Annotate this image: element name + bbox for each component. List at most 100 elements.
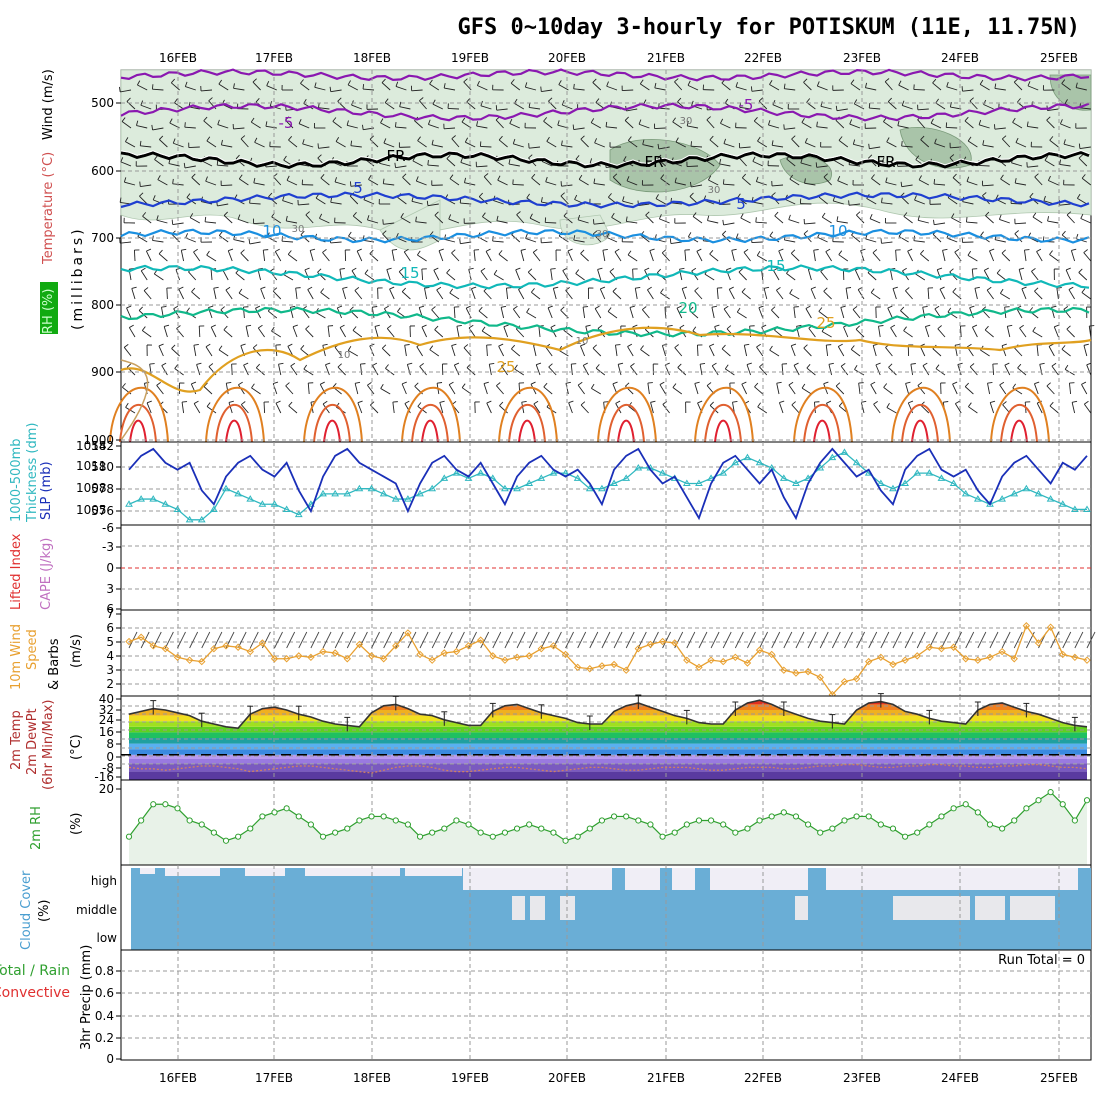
wind-barb-flag (339, 268, 345, 270)
wind-barb (332, 121, 342, 129)
wind10m-marker (768, 650, 776, 659)
wind-barb (383, 142, 395, 148)
wind-barb-flag (761, 324, 767, 328)
wind10m-marker (804, 667, 812, 676)
wind-barb-flag (370, 401, 375, 406)
wind-barb-flag (657, 154, 662, 159)
wind-barb (1011, 162, 1023, 167)
wind-barb (529, 107, 541, 110)
wind-barb-flag (840, 362, 846, 367)
wind-barb (934, 222, 946, 226)
wind-barb (708, 345, 715, 357)
wind-barb (166, 287, 168, 300)
wind-barb (1068, 289, 1075, 300)
wind-barb (512, 308, 521, 319)
rh2m-marker (319, 833, 327, 840)
wind-barb (520, 250, 525, 262)
thickness-marker (440, 474, 449, 481)
rh2m-marker (259, 813, 266, 820)
wind-barb (992, 363, 995, 376)
wind-barb (427, 164, 439, 167)
temperature-contour-40 (1010, 419, 1028, 443)
wind-barb (918, 179, 930, 186)
wind-barb-flag (722, 230, 727, 235)
wind10m-barb (650, 631, 659, 649)
wind-barb-flag (176, 325, 181, 329)
wind-barb-flag (800, 158, 803, 164)
wind-barb (379, 162, 391, 167)
thickness-marker (949, 479, 958, 486)
wind-barb-flag (1017, 363, 1022, 369)
thickness-marker (901, 479, 909, 486)
wind-barb (163, 326, 168, 338)
wind-barb (451, 252, 460, 262)
wind-barb-flag (516, 211, 521, 216)
wind-barb (801, 122, 812, 129)
wind-barb-flag (758, 305, 764, 309)
wind-barb (836, 108, 848, 112)
wind-barb (424, 288, 428, 300)
wind-barb (784, 239, 796, 243)
wind-barb (746, 364, 752, 376)
wind-barb-flag (1034, 287, 1039, 292)
wind-barb (398, 271, 407, 281)
wind-barb (947, 197, 958, 205)
wind-barb (483, 290, 492, 300)
wind-barb-flag (615, 400, 621, 404)
wind-barb-flag (171, 219, 174, 225)
millibars-label: (millibars) (70, 226, 86, 330)
cloud-cover-bars (131, 868, 1091, 950)
wind-barb (660, 178, 670, 186)
rh2m-marker (1035, 797, 1042, 804)
wind-barb (852, 309, 861, 319)
wind10m-barb (528, 631, 538, 649)
wind-barb (538, 326, 541, 338)
wind-barb (935, 102, 946, 110)
wind-barb (1051, 365, 1059, 376)
wind10m-barb (831, 631, 841, 649)
wind-barb-flag (969, 97, 974, 102)
wind-barb-flag (820, 101, 823, 107)
wind-barb-flag (285, 116, 290, 121)
wind-barb (550, 269, 553, 281)
wind-barb-flag (776, 381, 782, 384)
wind10m-barb (795, 631, 805, 649)
wind-barb (791, 138, 800, 148)
wind-barb-flag (667, 324, 673, 327)
wind-barb (624, 120, 634, 129)
wind-barb (647, 383, 650, 395)
wind-barb-flag (838, 136, 843, 141)
wind-barb-flag (1081, 174, 1086, 179)
wind-barb (872, 252, 881, 262)
wind-barb (737, 311, 747, 319)
wind10m-marker (913, 652, 921, 660)
wind-barb (154, 273, 164, 281)
wind-barb (322, 345, 326, 357)
wind-barb (614, 251, 622, 262)
wind-barb-flag (372, 306, 378, 308)
wind-barb-flag (159, 135, 164, 140)
wind-barb (217, 203, 229, 207)
slp-tick-label: 1005 (76, 503, 107, 517)
wind-barb-flag (853, 99, 858, 105)
wind-barb-flag (1029, 307, 1034, 312)
wind-barb (738, 157, 747, 167)
wind-barb-flag (349, 306, 354, 311)
wind10m-barb (177, 631, 186, 649)
wind-barb (451, 345, 456, 357)
wind-barb-flag (1051, 362, 1057, 367)
wind-barb (1079, 107, 1091, 110)
wind-barb (278, 364, 282, 376)
wind-barb-flag (769, 345, 773, 351)
wind-label: Wind (m/s) (41, 69, 56, 140)
wind-barb-flag (744, 343, 750, 346)
wind-barb-flag (949, 102, 952, 108)
wind-barb (817, 85, 828, 91)
wind-barb-flag (451, 343, 457, 346)
wind10m-barb (844, 631, 853, 649)
wind-barb (245, 326, 249, 338)
wind10m-barb (734, 631, 744, 649)
thickness-marker (537, 474, 546, 481)
wind-barb-flag (907, 248, 913, 252)
